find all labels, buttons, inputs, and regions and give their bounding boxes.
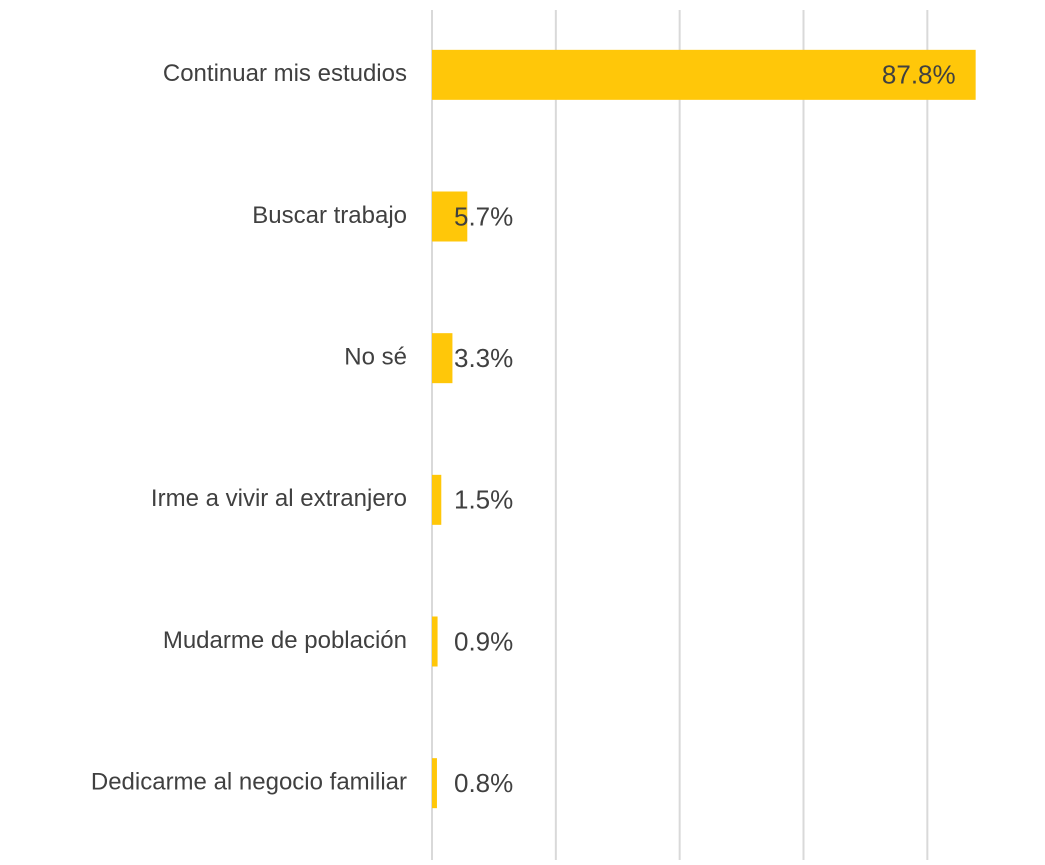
value-label: 1.5% <box>454 485 513 515</box>
category-label: Dedicarme al negocio familiar <box>91 769 407 796</box>
category-label: Mudarme de población <box>163 627 407 654</box>
bar <box>432 616 438 667</box>
bar <box>432 333 453 384</box>
category-label: Buscar trabajo <box>252 202 407 229</box>
category-label: Continuar mis estudios <box>163 60 407 87</box>
bar <box>432 474 442 525</box>
bar <box>432 191 468 242</box>
value-label: 5.7% <box>454 201 513 231</box>
category-label: Irme a vivir al extranjero <box>151 485 407 512</box>
value-label: 0.9% <box>454 626 513 656</box>
value-label: 87.8% <box>882 60 956 90</box>
bar <box>432 758 437 809</box>
bar <box>432 49 976 100</box>
value-label: 3.3% <box>454 343 513 373</box>
value-label: 0.8% <box>454 768 513 798</box>
category-label: No sé <box>344 344 407 371</box>
